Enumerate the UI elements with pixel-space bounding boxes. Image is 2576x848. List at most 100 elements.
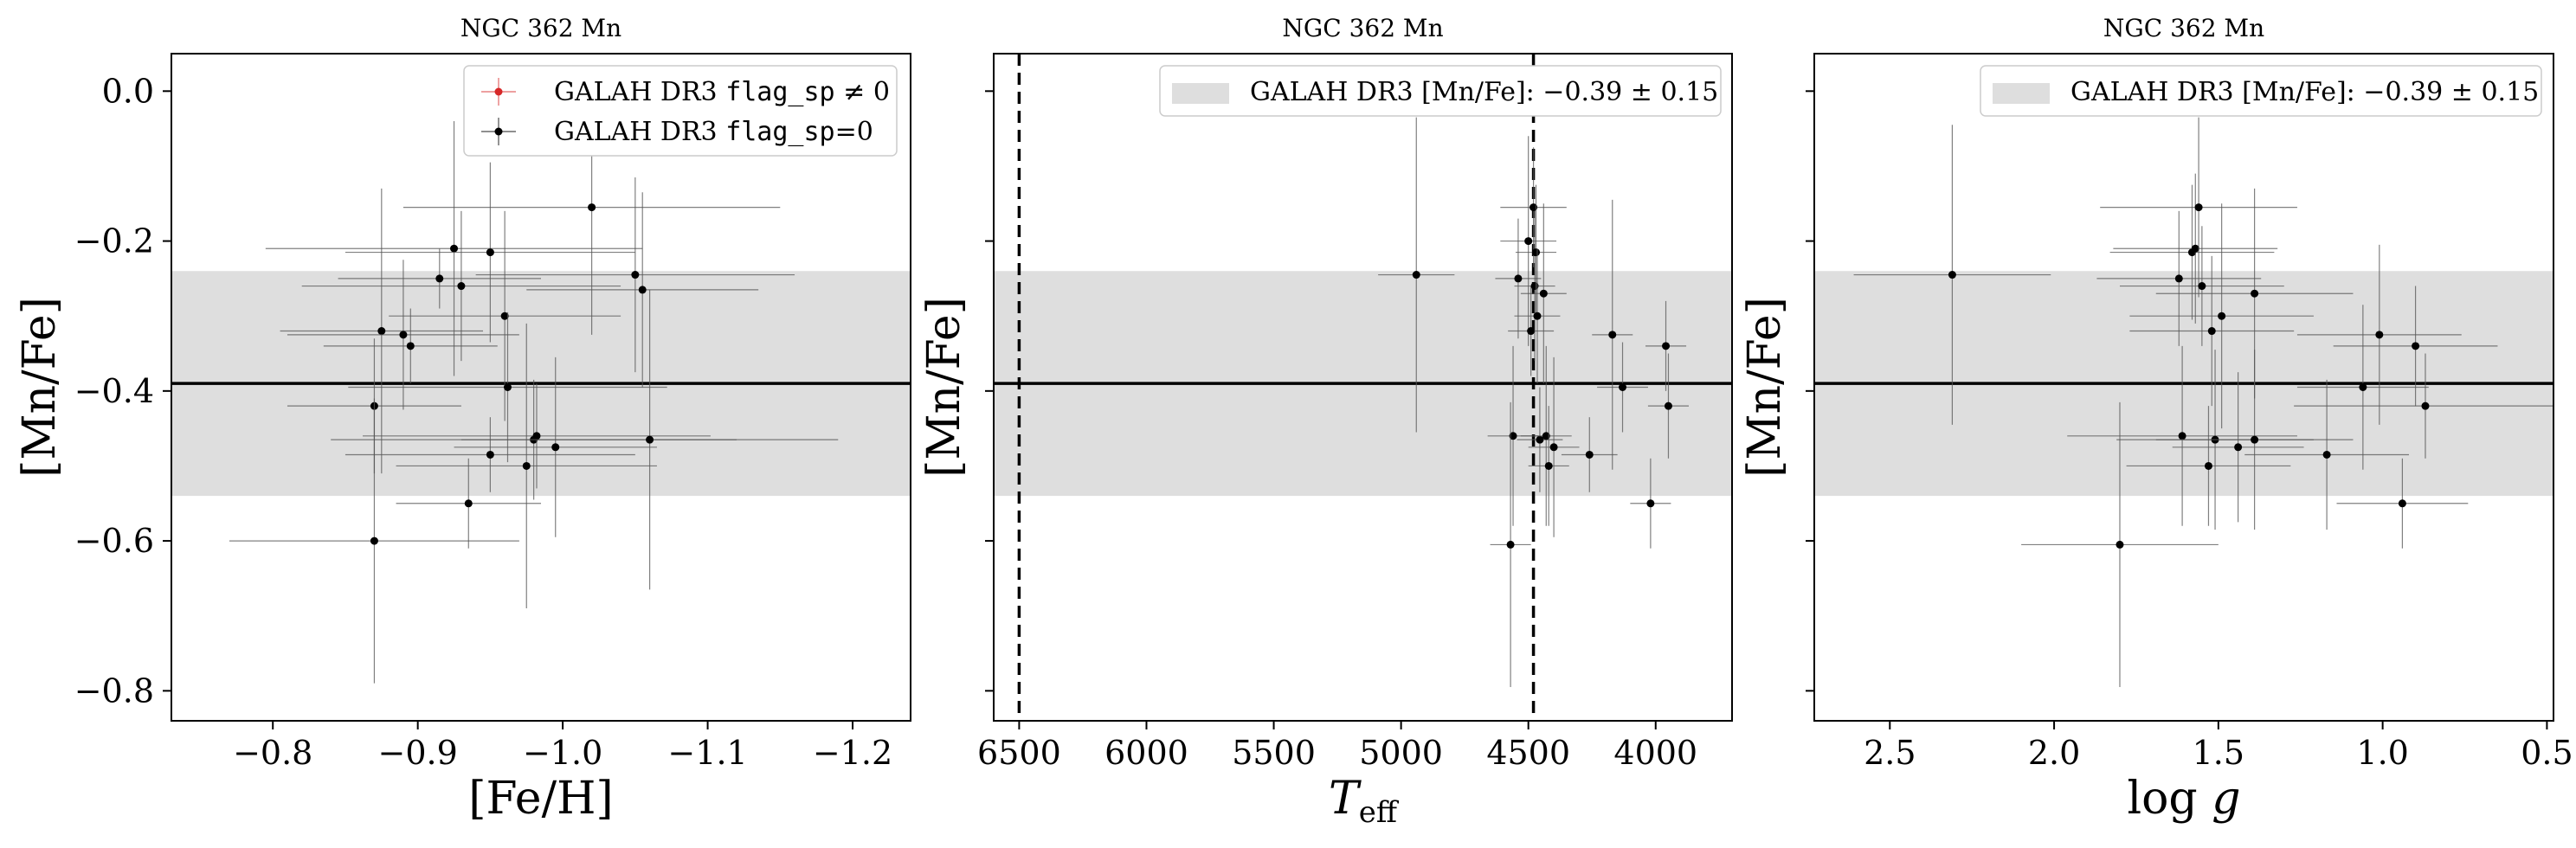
point-marker <box>588 203 596 212</box>
point-marker <box>2207 327 2216 336</box>
data-point <box>1645 300 1687 391</box>
data-point <box>454 357 657 537</box>
point-marker <box>503 383 512 391</box>
x-tick-label: 2.0 <box>2028 734 2080 772</box>
data-point <box>475 177 795 373</box>
point-marker <box>2234 443 2243 452</box>
legend-entry: GALAH DR3 [Mn/Fe]: −0.39 ± 0.15 <box>1993 77 2539 107</box>
plot-area <box>1814 117 2553 688</box>
point-marker <box>1524 237 1533 246</box>
data-point <box>2126 406 2291 526</box>
legend-box <box>1980 65 2542 117</box>
data-point <box>1378 117 1455 433</box>
data-point <box>345 417 635 492</box>
legend-entry: GALAH DR3 flag_sp ≠ 0 <box>481 77 890 107</box>
panel-3: 2.5 2.0 1.5 1.0 0.5 NGC 362 Mn log g [Mn/Fe] GAL… <box>1739 14 2573 825</box>
x-axis-label: [Fe/H] <box>468 773 613 825</box>
point-marker <box>2398 499 2406 508</box>
legend-marker <box>494 127 503 136</box>
data-point <box>2119 226 2284 346</box>
data-point <box>2296 305 2429 470</box>
data-point <box>1528 406 1569 526</box>
data-point <box>2294 353 2553 459</box>
axes-frame <box>993 53 1733 722</box>
data-point <box>338 248 541 309</box>
plot-area <box>171 80 911 684</box>
legend-label: GALAH DR3 flag_sp=0 <box>554 117 873 147</box>
point-marker <box>2198 282 2206 291</box>
point-marker <box>1542 432 1550 440</box>
point-marker <box>1619 383 1627 391</box>
point-marker <box>370 536 378 545</box>
data-point <box>363 383 711 489</box>
data-point <box>287 260 519 410</box>
x-axis-label: Teff <box>1329 773 1400 830</box>
x-tick-label: 5500 <box>1232 734 1316 772</box>
point-marker <box>1948 271 1956 279</box>
point-marker <box>1506 540 1515 549</box>
legend: GALAH DR3 [Mn/Fe]: −0.39 ± 0.15 <box>1980 65 2542 117</box>
panel-title: NGC 362 Mn <box>2103 14 2264 42</box>
y-tick-label: 0.0 <box>102 72 154 110</box>
point-marker <box>2421 402 2430 410</box>
x-axis-label: log g <box>2127 773 2240 825</box>
point-marker <box>532 432 541 440</box>
data-point <box>1520 203 1567 384</box>
legend-label: GALAH DR3 flag_sp ≠ 0 <box>554 77 890 107</box>
y-tick-label: −0.6 <box>74 522 154 560</box>
point-marker <box>1532 248 1541 257</box>
point-marker <box>1533 312 1542 320</box>
panel-title: NGC 362 Mn <box>460 14 621 42</box>
data-point <box>1597 342 1648 433</box>
data-point <box>1630 458 1671 549</box>
data-point <box>2113 173 2278 324</box>
data-point <box>526 192 759 388</box>
data-point <box>2067 345 2297 526</box>
point-marker <box>2174 274 2183 283</box>
point-marker <box>1549 443 1558 452</box>
data-point <box>2333 286 2498 407</box>
point-marker <box>646 435 654 444</box>
data-point <box>301 210 621 362</box>
legend-entry: GALAH DR3 [Mn/Fe]: −0.39 ± 0.15 <box>1172 77 1718 107</box>
point-marker <box>2218 312 2226 320</box>
point-marker <box>2194 203 2203 212</box>
data-point <box>2129 255 2295 407</box>
point-marker <box>399 331 408 339</box>
x-tick-label: 4000 <box>1613 734 1697 772</box>
legend: GALAH DR3 flag_sp ≠ 0 GALAH DR3 flag_sp=0 <box>463 65 898 157</box>
data-point <box>1592 199 1633 470</box>
point-marker <box>631 271 640 279</box>
data-point <box>1520 345 1572 526</box>
x-tick-label: 6500 <box>977 734 1061 772</box>
point-marker <box>1509 432 1517 440</box>
plot-area <box>994 54 1732 721</box>
y-tick-label: −0.8 <box>74 671 154 710</box>
point-marker <box>1530 282 1539 291</box>
point-marker <box>1664 402 1672 410</box>
data-point <box>1514 248 1561 384</box>
data-point <box>229 398 519 684</box>
legend-entry: GALAH DR3 flag_sp=0 <box>481 117 873 147</box>
point-marker <box>2204 461 2212 470</box>
data-point <box>2296 244 2462 425</box>
point-marker <box>435 274 444 283</box>
data-point <box>2021 402 2219 688</box>
legend-box <box>463 65 898 157</box>
y-axis-label: [Mn/Fe] <box>1739 297 1791 478</box>
point-marker <box>2359 383 2367 391</box>
point-marker <box>2375 331 2384 339</box>
data-point <box>1500 147 1567 267</box>
x-tick-label: 4500 <box>1486 734 1570 772</box>
point-marker <box>500 312 509 320</box>
point-marker <box>486 248 494 257</box>
point-marker <box>1585 450 1594 459</box>
data-point <box>2244 379 2409 530</box>
data-point <box>1515 184 1557 320</box>
data-point <box>2172 372 2304 523</box>
point-marker <box>2322 450 2331 459</box>
data-point <box>2155 188 2354 399</box>
x-tick-label: 5000 <box>1359 734 1443 772</box>
data-point <box>1647 353 1689 459</box>
panel-2: 6500 6000 5500 5000 4500 4000 NGC 362 Mn Teff [M… <box>918 14 1733 830</box>
